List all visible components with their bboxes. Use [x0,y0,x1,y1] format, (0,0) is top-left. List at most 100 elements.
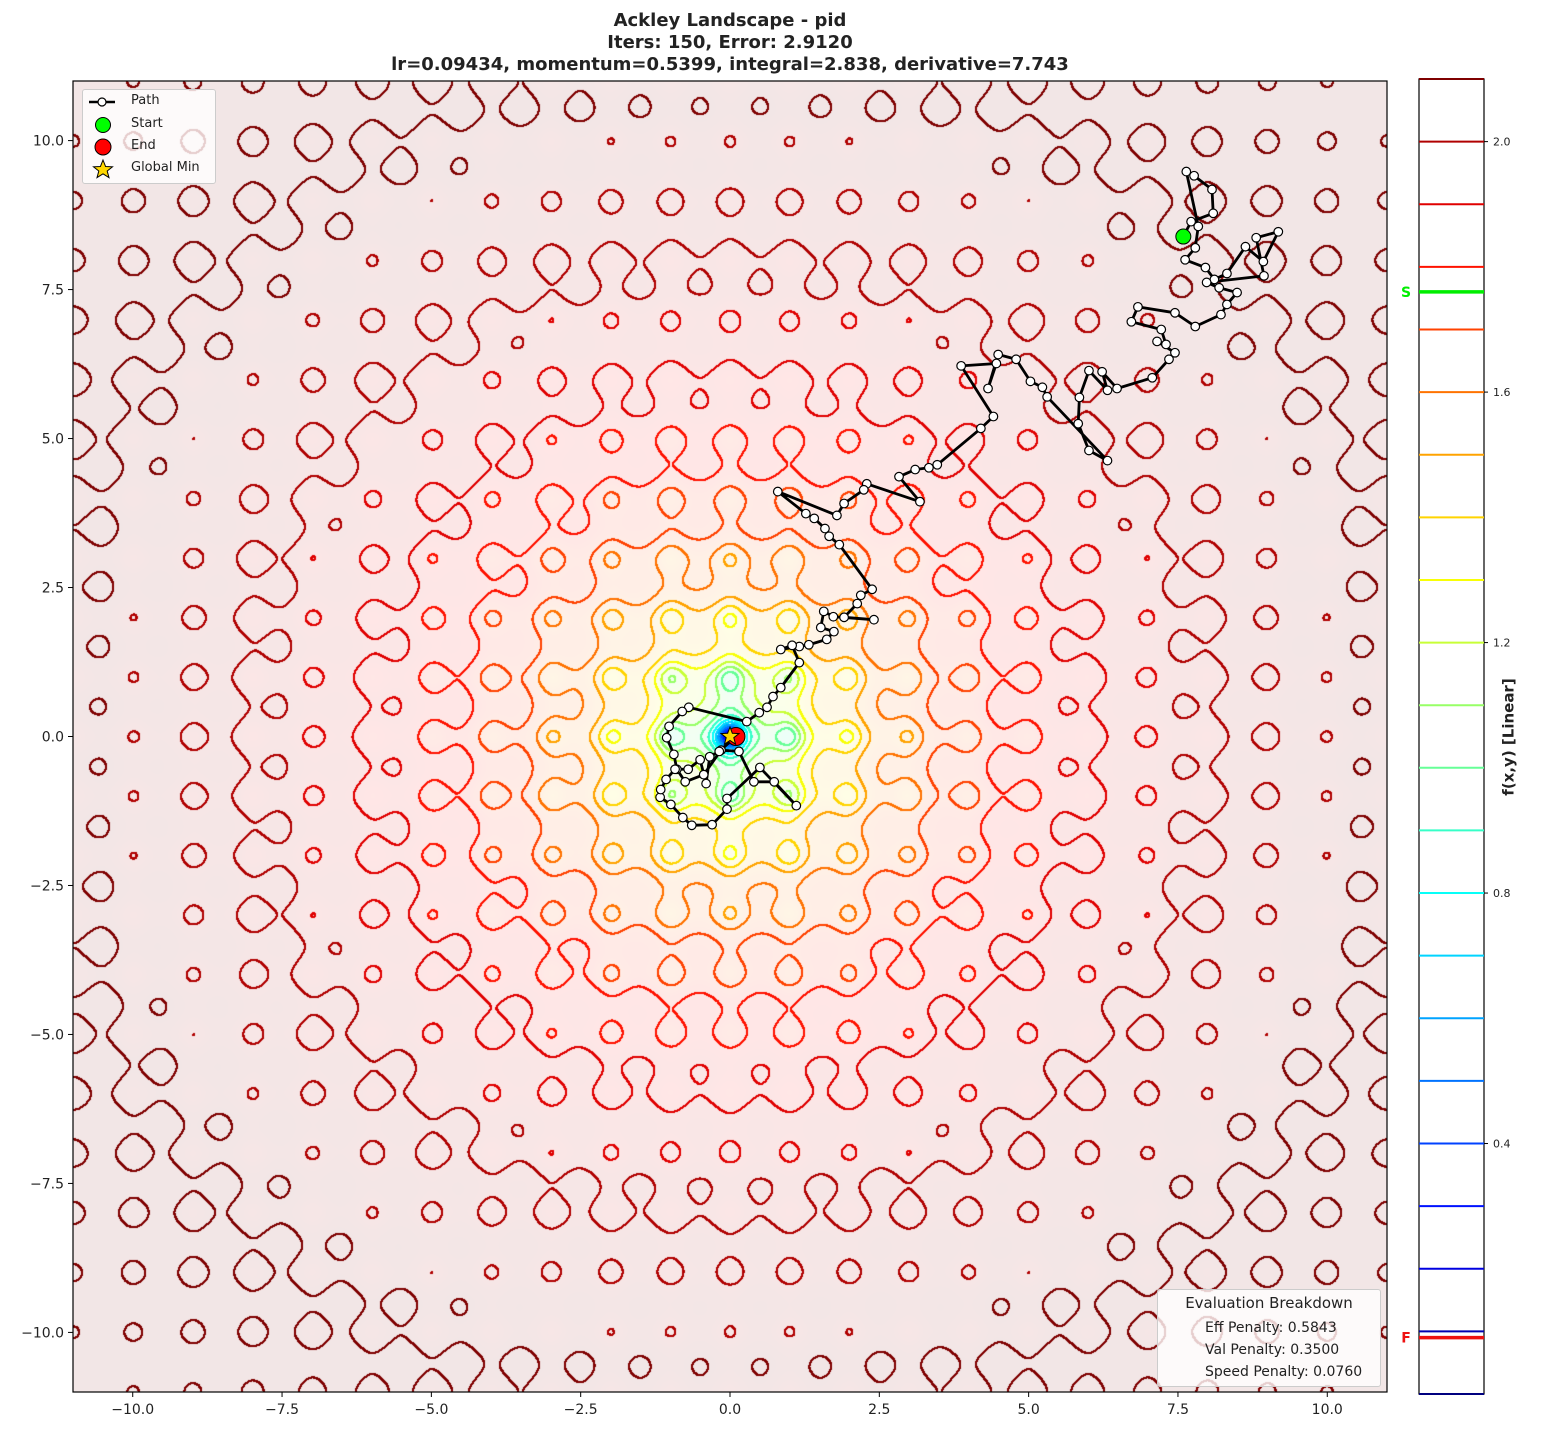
path-point [1222,299,1232,310]
path-point [722,804,732,815]
y-tick-label: −10.0 [21,1325,64,1341]
legend-globalmin-label: Global Min [131,160,200,175]
y-tick-label: 10.0 [33,134,64,150]
path-point [1190,321,1201,332]
x-tick-label: 5.0 [1018,1402,1040,1418]
path-point [809,513,820,524]
x-tick-label: −7.5 [265,1402,299,1418]
path-point [803,639,814,650]
path-point [1186,216,1196,227]
path-point [1222,268,1232,279]
colorbar-tick-label: 1.2 [1493,637,1511,650]
path-point [1084,365,1094,376]
path-point [701,778,712,789]
path-point [824,531,835,542]
path-point [668,749,679,760]
evaluation-heading: Evaluation Breakdown [1185,1294,1353,1312]
path-point [664,721,674,732]
path-point [775,644,786,655]
path-point [748,776,759,787]
legend-start-icon [95,117,111,133]
path-point [1161,339,1171,350]
path-point [975,423,986,434]
path-point [1201,277,1212,288]
y-tick-label: 0.0 [42,730,64,746]
path-point [1170,307,1180,318]
path-point [1042,391,1053,402]
path-point [1073,418,1084,429]
path-point [1126,316,1137,327]
colorbar-marker-label-s: S [1401,285,1411,301]
legend-start-label: Start [131,116,163,131]
path-point [820,523,830,534]
path-point [655,784,666,795]
path-point [1259,270,1269,281]
x-tick-label: −10.0 [111,1402,154,1418]
legend-path-label: Path [131,93,160,108]
y-tick-label: 5.0 [42,432,64,448]
legend-markers [89,97,115,179]
path-point [988,411,999,422]
path-point [677,812,688,823]
path-point [1112,383,1122,394]
path-point [1273,226,1284,237]
path-point [1200,262,1211,273]
path-point [1152,336,1162,347]
path-point [794,657,805,668]
path-point [1097,366,1108,377]
y-tick-label: −5.0 [30,1027,64,1043]
path-point [707,819,717,830]
path-point [683,764,694,775]
chart-title-line2: Iters: 150, Error: 2.9120 [607,32,853,53]
path-point [1232,287,1242,298]
path-point [956,360,967,371]
path-point [680,776,691,787]
path-point [894,471,904,482]
path-point [762,702,772,713]
path-point [775,682,786,693]
legend-end-label: End [131,138,156,153]
path-point [983,383,993,394]
path-point [704,751,715,762]
path-point [698,769,709,780]
x-tick-label: −5.0 [414,1402,448,1418]
val-penalty: Val Penalty: 0.3500 [1205,1342,1340,1358]
evaluation-breakdown: Evaluation Breakdown Eff Penalty: 0.5843… [1157,1289,1381,1387]
path-point [923,462,934,473]
path-point [829,626,839,637]
path-point [1189,170,1199,181]
y-tick-label: −2.5 [30,878,64,894]
path-point [832,510,842,521]
x-tick-label: 2.5 [868,1402,890,1418]
x-tick-label: 10.0 [1312,1402,1343,1418]
legend: Path Start End Global Min [82,89,216,184]
path-point [855,590,866,601]
path-point [834,539,845,550]
path-point [754,762,765,773]
path-point [1190,242,1201,253]
path-point [1208,208,1219,219]
path-point [677,706,688,717]
path-point [800,508,811,519]
chart-title-line3: lr=0.09434, momentum=0.5399, integral=2.… [391,54,1069,75]
path-point [1258,256,1269,267]
path-point [915,496,925,507]
path-line [658,170,1280,827]
start-marker [1175,228,1192,245]
colorbar [1418,78,1485,1395]
path-point [1102,385,1113,396]
path-point [1133,301,1143,312]
path-point [815,622,826,633]
path-point [1214,282,1225,293]
path-point [1181,166,1192,177]
path-point [828,611,839,622]
path-point [839,498,849,509]
path-point [932,459,943,470]
path-point [661,774,671,785]
path-point [818,606,829,617]
chart-title-line1: Ackley Landscape - pid [613,10,847,31]
path-point [1025,376,1036,387]
path-point [821,634,832,645]
